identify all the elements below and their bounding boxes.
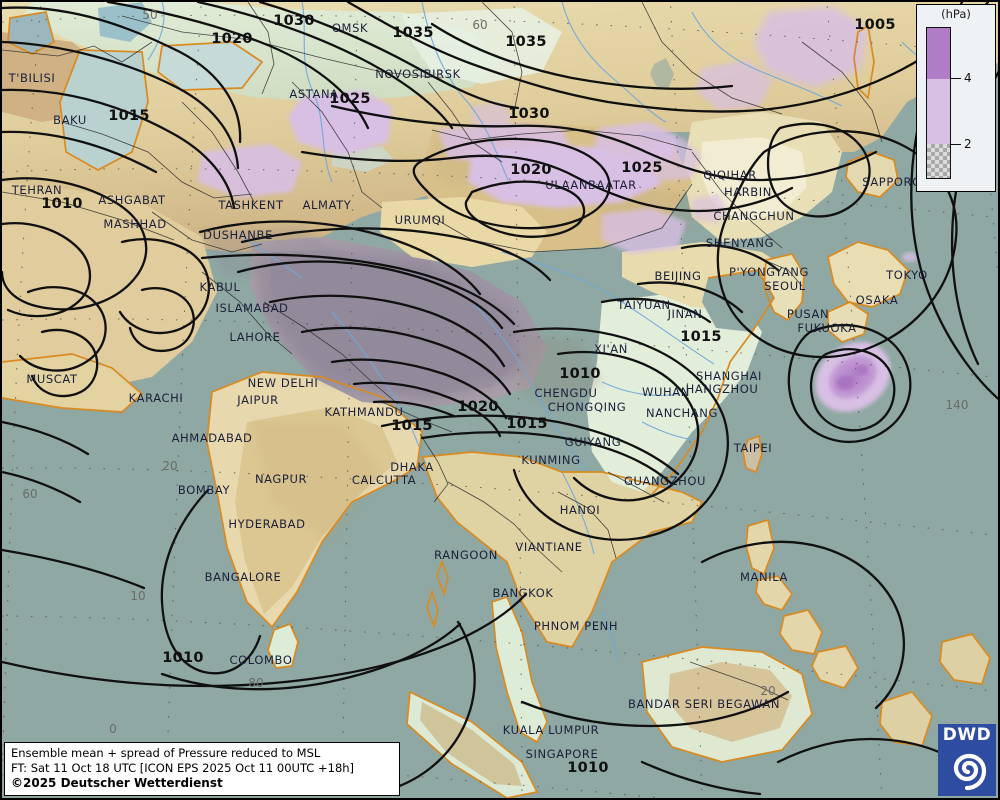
chart-caption: Ensemble mean + spread of Pressure reduc… <box>4 741 400 796</box>
caption-copyright: ©2025 Deutscher Wetterdienst <box>11 776 223 791</box>
dwd-logo-box <box>938 724 996 796</box>
legend-segment-high <box>927 28 950 79</box>
spread-legend: (hPa) 4 2 <box>916 4 996 192</box>
spread-shading-layer <box>198 6 918 412</box>
dwd-logo: DWD <box>938 724 996 796</box>
legend-tick-label-2: 2 <box>964 137 972 151</box>
caption-product-title: Ensemble mean + spread of Pressure reduc… <box>11 745 321 760</box>
legend-segment-mid <box>927 79 950 144</box>
caption-forecast-time: FT: Sat 11 Oct 18 UTC [ICON EPS 2025 Oct… <box>11 761 355 775</box>
legend-tick-label-4: 4 <box>964 71 972 85</box>
dwd-spiral-icon <box>953 753 987 791</box>
legend-segment-transparent <box>927 143 950 178</box>
legend-unit: (hPa) <box>941 7 971 21</box>
legend-tick-4 <box>951 78 961 79</box>
legend-colorbar <box>926 27 951 179</box>
dwd-logo-text: DWD <box>942 725 992 745</box>
legend-tick-2 <box>951 144 961 145</box>
